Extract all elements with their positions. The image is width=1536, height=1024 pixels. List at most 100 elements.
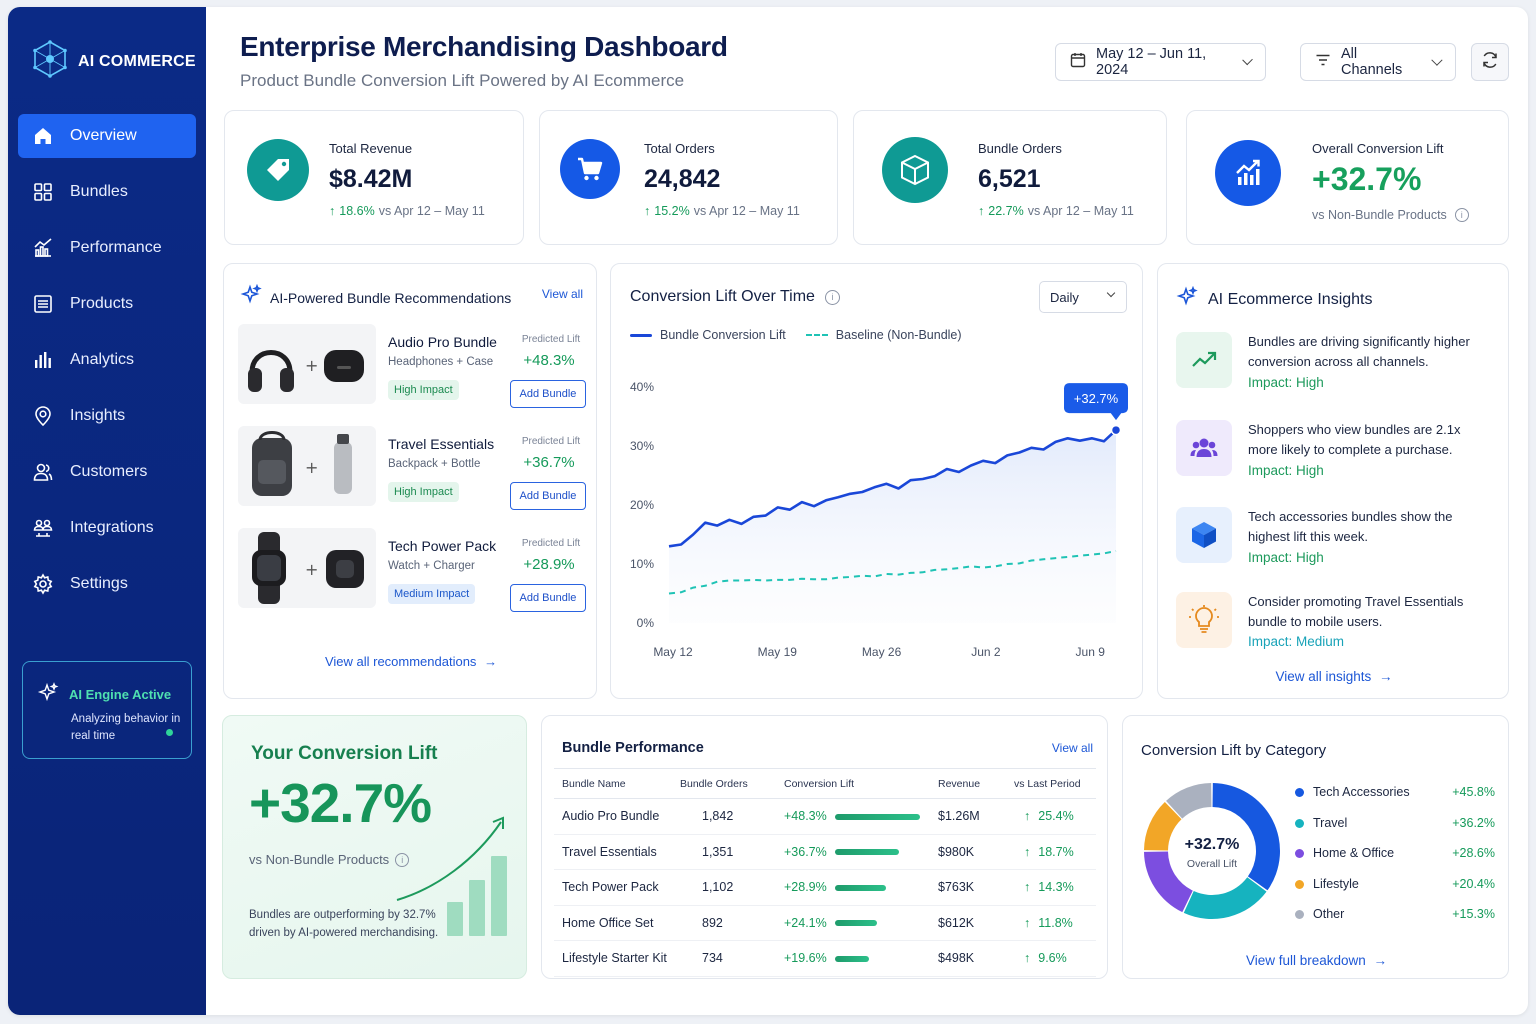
lift-bar [834,849,899,856]
donut-slice[interactable] [1183,877,1267,919]
column-header[interactable]: Bundle Orders [680,768,784,799]
impact-badge: High Impact [388,482,459,502]
revenue-cell: $1.26M [938,798,1014,835]
y-tick-label: 10% [630,557,654,571]
kpi-delta-value: 18.6% [339,204,375,218]
insight-text: Consider promoting Travel Essentials bun… [1248,594,1464,629]
sidebar-item-performance[interactable]: Performance [18,226,196,270]
table-row[interactable]: Travel Essentials 1,351 +36.7% $980K ↑ 18.7% [554,834,1096,870]
info-icon[interactable]: i [395,852,410,867]
sidebar-item-customers[interactable]: Customers [18,450,196,494]
legend-dot [1295,849,1304,858]
lift-cell: +36.7% [784,834,938,870]
section-title: AI Ecommerce Insights [1208,290,1373,308]
card-title: Your Conversion Lift [251,743,438,764]
view-all-link[interactable]: View all [541,287,583,301]
growth-illustration [396,816,507,936]
info-icon[interactable]: i [1454,208,1469,222]
table-row[interactable]: Home Office Set 892 +24.1% $612K ↑ 11.8% [554,905,1096,941]
legend-item[interactable]: Travel +36.2% [1295,816,1495,832]
legend-item[interactable]: Tech Accessories +45.8% [1295,785,1495,801]
sidebar-item-bundles[interactable]: Bundles [18,170,196,214]
column-header[interactable]: Bundle Name [554,768,680,799]
section-title: Conversion Lift by Category [1141,742,1327,759]
category-value: +15.3% [1452,907,1495,921]
lift-bar [834,884,886,891]
kpi-compare: vs Non-Bundle Products [1312,208,1447,222]
column-header[interactable]: Conversion Lift [784,768,938,799]
section-title: Bundle Performance [562,740,704,756]
predicted-lift-value: +48.3% [523,352,575,369]
table-row[interactable]: Tech Power Pack 1,102 +28.9% $763K ↑ 14.3% [554,869,1096,906]
category-name: Other [1313,907,1345,921]
bundles-icon [32,181,54,203]
chart-title: Conversion Lift Over Time [630,288,815,305]
delta-value: 14.3% [1038,880,1074,895]
view-all-link[interactable]: View all [1051,741,1093,755]
svg-text:+: + [305,560,318,579]
bundle-name-cell: Travel Essentials [554,834,680,870]
donut-slice[interactable] [1166,783,1212,819]
arrow-right-icon: → [484,654,498,669]
kpi-delta-value: 15.2% [654,204,690,218]
add-bundle-button[interactable]: Add Bundle [510,482,586,510]
date-range-picker[interactable]: May 12 – Jun 11, 2024 [1055,43,1266,81]
donut-slice[interactable] [1144,801,1182,851]
sidebar-item-settings[interactable]: Settings [18,562,196,606]
kpi-value: 24,842 [644,165,721,193]
sparkle-icon [37,682,59,707]
sidebar-item-integrations[interactable]: Integrations [18,506,196,550]
sidebar-item-analytics[interactable]: Analytics [18,338,196,382]
period-select[interactable]: Daily [1039,281,1127,313]
link-label: View all insights [1275,669,1372,684]
column-header[interactable]: vs Last Period [1014,768,1096,799]
arrow-up-icon: ↑ [644,204,651,218]
refresh-button[interactable] [1471,43,1509,81]
ai-engine-status: AI Engine Active Analyzing behavior in r… [22,661,192,759]
lightbulb-icon [1176,592,1232,648]
bundle-endpoint [1110,424,1122,436]
sidebar-item-products[interactable]: Products [18,282,196,326]
kpi-delta: vs Non-Bundle Products i [1312,208,1469,222]
lift-bar [834,920,877,927]
sidebar-item-overview[interactable]: Overview [18,114,196,158]
add-bundle-button[interactable]: Add Bundle [510,584,586,612]
table-row[interactable]: Lifestyle Starter Kit 734 +19.6% $498K ↑ 9.6% [554,940,1096,977]
column-header[interactable]: Revenue [938,768,1014,799]
lift-value: +28.9% [784,880,827,895]
category-name: Tech Accessories [1313,785,1410,799]
sidebar-item-insights[interactable]: Insights [18,394,196,438]
lift-cell: +28.9% [784,869,938,906]
table-row[interactable]: Audio Pro Bundle 1,842 +48.3% $1.26M ↑ 25.4% [554,798,1096,835]
integrations-icon [32,517,54,539]
sidebar-item-label: Bundles [70,183,128,200]
refresh-icon [1481,51,1499,73]
insights-icon [32,405,54,427]
legend-item[interactable]: Lifestyle +20.4% [1295,877,1495,893]
delta-cell: ↑ 18.7% [1014,834,1096,870]
channel-filter[interactable]: All Channels [1300,43,1456,81]
orders-cell: 1,102 [680,869,784,906]
impact-badge: Medium Impact [388,584,476,604]
x-tick-label: May 19 [758,645,798,659]
lift-value: +36.7% [784,844,827,859]
kpi-compare: vs Apr 12 – May 11 [1027,204,1134,218]
donut-slice[interactable] [1212,783,1280,891]
donut-slice[interactable] [1144,851,1193,913]
delta-value: 18.7% [1038,844,1074,859]
add-bundle-button[interactable]: Add Bundle [510,380,586,408]
legend-dot [1295,910,1304,919]
lift-bar [834,813,920,820]
brand[interactable]: AI COMMERCE [30,39,196,84]
view-all-insights-link[interactable]: View all insights → [1158,669,1510,684]
view-all-recommendations-link[interactable]: View all recommendations → [224,654,598,669]
settings-icon [32,573,54,595]
legend-item[interactable]: Other +15.3% [1295,907,1495,923]
info-icon[interactable]: i [824,289,840,305]
category-value: +20.4% [1452,876,1495,891]
view-full-breakdown-link[interactable]: View full breakdown → [1123,953,1510,968]
donut-center-value: +32.7% [1184,836,1240,853]
legend-item[interactable]: Home & Office +28.6% [1295,846,1495,862]
chevron-down-icon [1431,54,1443,66]
lift-value: +48.3% [784,809,827,824]
